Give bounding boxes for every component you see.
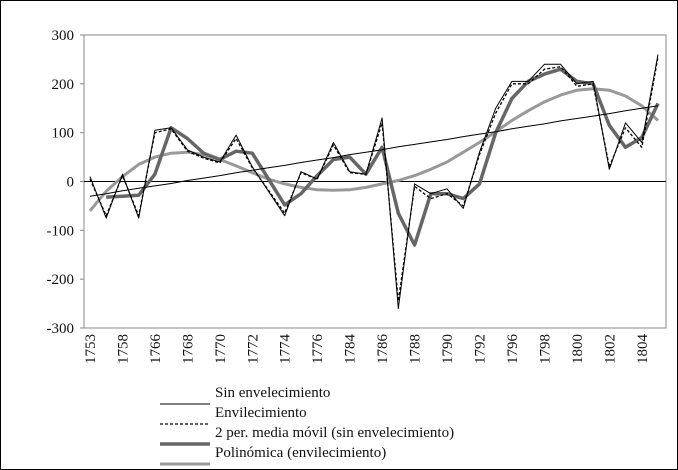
x-tick-label: 1792 — [472, 334, 488, 364]
x-tick-label: 1798 — [537, 334, 553, 364]
legend-label: Envilecimiento — [215, 405, 307, 421]
y-tick-label: 300 — [52, 28, 75, 44]
series-line — [89, 54, 659, 309]
x-tick-label: 1796 — [505, 334, 521, 365]
x-tick-label: 1770 — [213, 334, 229, 364]
y-tick-label: -300 — [47, 321, 75, 337]
x-tick-label: 1768 — [180, 334, 196, 364]
x-tick-label: 1802 — [602, 334, 618, 364]
series-line — [106, 67, 660, 247]
x-tick-label: 1790 — [440, 334, 456, 364]
x-tick-label: 1774 — [278, 334, 294, 365]
series-line — [89, 105, 659, 197]
legend-label: Sin envelecimiento — [215, 385, 330, 401]
x-tick-label: 1784 — [343, 334, 359, 365]
x-tick-label: 1772 — [245, 334, 261, 364]
legend-label: Polinómica (envilecimiento) — [215, 445, 386, 461]
x-tick-label: 1804 — [635, 334, 651, 365]
y-tick-label: -100 — [47, 223, 75, 239]
series-line — [89, 56, 659, 302]
y-tick-label: 100 — [52, 126, 75, 142]
x-tick-label: 1786 — [375, 334, 391, 365]
legend-label: 2 per. media móvil (sin envelecimiento) — [215, 425, 454, 441]
x-tick-label: 1766 — [148, 334, 164, 365]
y-tick-label: 0 — [67, 175, 75, 191]
series-line — [88, 87, 660, 212]
x-tick-label: 1758 — [115, 334, 131, 364]
x-tick-label: 1800 — [570, 334, 586, 364]
y-tick-label: -200 — [47, 272, 75, 288]
y-tick-label: 200 — [52, 77, 75, 93]
x-tick-label: 1776 — [310, 334, 326, 365]
x-tick-label: 1788 — [408, 334, 424, 364]
x-tick-label: 1753 — [83, 334, 99, 364]
